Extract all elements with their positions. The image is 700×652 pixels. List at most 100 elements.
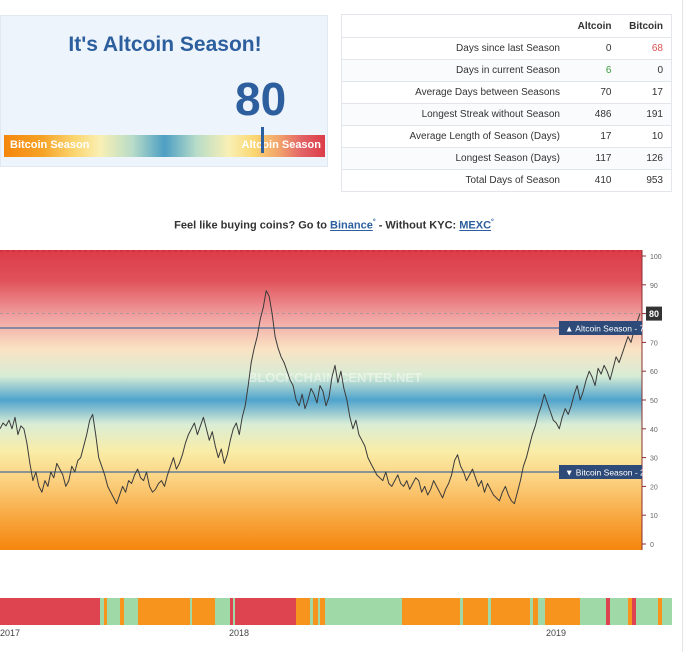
mexc-link[interactable]: MEXC	[459, 219, 492, 232]
threshold-label: ▼ Bitcoin Season - 25	[565, 468, 650, 478]
row-label: Total Days of Season	[341, 169, 568, 192]
y-tick-label: 100	[650, 254, 662, 261]
timeline-segment-altcoin	[230, 598, 233, 625]
gauge-marker	[261, 127, 264, 153]
table-row: Average Length of Season (Days) 17 10	[341, 125, 672, 148]
table-row: Longest Streak without Season 486 191	[341, 103, 672, 126]
row-label: Longest Streak without Season	[341, 103, 568, 126]
row-label: Average Days between Seasons	[341, 81, 568, 104]
timeline-labels: 2017 2018 2019	[0, 628, 700, 642]
timeline-segment-bitcoin	[296, 598, 310, 625]
y-tick-label: 0	[650, 542, 654, 549]
timeline-segment-bitcoin	[402, 598, 460, 625]
timeline-label-2017: 2017	[0, 628, 21, 638]
header-label	[341, 14, 568, 38]
timeline-segment-neutral	[530, 598, 533, 625]
season-title: It's Altcoin Season!	[68, 33, 262, 56]
timeline-segment-bitcoin	[545, 598, 580, 625]
page-scrollbar[interactable]	[682, 0, 683, 652]
season-stats-table: Altcoin Bitcoin Days since last Season 0 6…	[341, 14, 672, 192]
season-timeline	[0, 598, 672, 625]
timeline-segment-altcoin	[606, 598, 610, 625]
row-label: Average Length of Season (Days)	[341, 125, 568, 148]
timeline-segment-neutral	[460, 598, 463, 625]
bitcoin-value: 10	[619, 125, 672, 148]
timeline-segment-neutral	[580, 598, 606, 625]
bitcoin-value: 68	[619, 37, 672, 60]
bitcoin-value: 191	[619, 103, 672, 126]
timeline-segment-neutral	[538, 598, 545, 625]
timeline-label-2018: 2018	[229, 628, 250, 638]
y-tick-label: 30	[650, 456, 658, 463]
row-label: Longest Season (Days)	[341, 147, 568, 170]
threshold-label: ▲ Altcoin Season - 75	[565, 324, 649, 334]
chart-watermark: BLOCKCHAIN CENTER.NET	[248, 370, 422, 385]
y-tick-label: 40	[650, 427, 658, 434]
timeline-segment-bitcoin	[628, 598, 632, 625]
bitcoin-value: 0	[619, 59, 672, 82]
table-row: Total Days of Season 410 953	[341, 169, 672, 192]
gauge-bitcoin-label: Bitcoin Season	[10, 139, 90, 151]
promo-middle: - Without KYC:	[378, 219, 457, 232]
threshold-label-box	[559, 321, 642, 335]
altcoin-value: 486	[568, 103, 620, 126]
timeline-segment-neutral	[190, 598, 192, 625]
timeline-segment-neutral	[124, 598, 138, 625]
header-bitcoin: Bitcoin	[619, 14, 672, 38]
table-header-row: Altcoin Bitcoin	[341, 14, 672, 38]
row-label: Days in current Season	[341, 59, 568, 82]
bitcoin-value: 17	[619, 81, 672, 104]
threshold-label-box	[559, 465, 642, 479]
timeline-segment-neutral	[100, 598, 104, 625]
timeline-segment-bitcoin	[104, 598, 107, 625]
y-tick-label: 10	[650, 513, 658, 520]
timeline-segment-bitcoin	[491, 598, 530, 625]
altcoin-value: 410	[568, 169, 620, 192]
bitcoin-value: 953	[619, 169, 672, 192]
timeline-segment-altcoin	[235, 598, 296, 625]
y-tick-label: 90	[650, 283, 658, 290]
header-altcoin: Altcoin	[568, 14, 620, 38]
y-tick-label: 70	[650, 340, 658, 347]
season-panel: It's Altcoin Season! 80 Bitcoin Season A…	[0, 15, 328, 167]
timeline-segment-neutral	[107, 598, 120, 625]
promo-prefix: Feel like buying coins? Go to	[174, 219, 327, 232]
timeline-segment-bitcoin	[313, 598, 318, 625]
altcoin-season-chart: 0 10 20 30 40 50 60 70 80 90 100 BLOCKCHAIN CENTER.…	[0, 250, 662, 550]
table-row: Days since last Season 0 68	[341, 37, 672, 60]
chart-background	[0, 250, 642, 550]
timeline-label-2019: 2019	[546, 628, 567, 638]
timeline-segment-bitcoin	[658, 598, 662, 625]
timeline-segment-bitcoin	[320, 598, 325, 625]
mexc-mark: °	[491, 219, 494, 226]
table-row: Average Days between Seasons 70 17	[341, 81, 672, 104]
bitcoin-value: 126	[619, 147, 672, 170]
timeline-segment-neutral	[325, 598, 402, 625]
altcoin-value: 6	[568, 59, 620, 82]
timeline-segment-neutral	[318, 598, 320, 625]
season-gauge: Bitcoin Season Altcoin Season	[4, 127, 325, 157]
current-value-label: 80	[649, 309, 659, 319]
timeline-segment-neutral	[488, 598, 491, 625]
altcoin-value: 17	[568, 125, 620, 148]
index-series-line	[0, 290, 641, 505]
timeline-segment-neutral	[215, 598, 230, 625]
timeline-segment-bitcoin	[533, 598, 538, 625]
timeline-segment-neutral	[610, 598, 628, 625]
timeline-segment-neutral	[662, 598, 672, 625]
altcoin-value: 70	[568, 81, 620, 104]
timeline-segment-bitcoin	[192, 598, 215, 625]
timeline-segment-bitcoin	[138, 598, 190, 625]
binance-link[interactable]: Binance	[330, 219, 373, 232]
binance-mark: °	[372, 219, 376, 226]
gauge-altcoin-label: Altcoin Season	[241, 139, 321, 151]
table-row: Longest Season (Days) 117 126	[341, 147, 672, 170]
timeline-segment-neutral	[636, 598, 658, 625]
y-tick-label: 60	[650, 369, 658, 376]
buy-coins-line: Feel like buying coins? Go to Binance° -…	[0, 219, 668, 232]
altcoin-value: 117	[568, 147, 620, 170]
timeline-segment-altcoin	[632, 598, 636, 625]
season-index-value: 80	[235, 73, 287, 125]
y-tick-label: 20	[650, 484, 658, 491]
altcoin-value: 0	[568, 37, 620, 60]
